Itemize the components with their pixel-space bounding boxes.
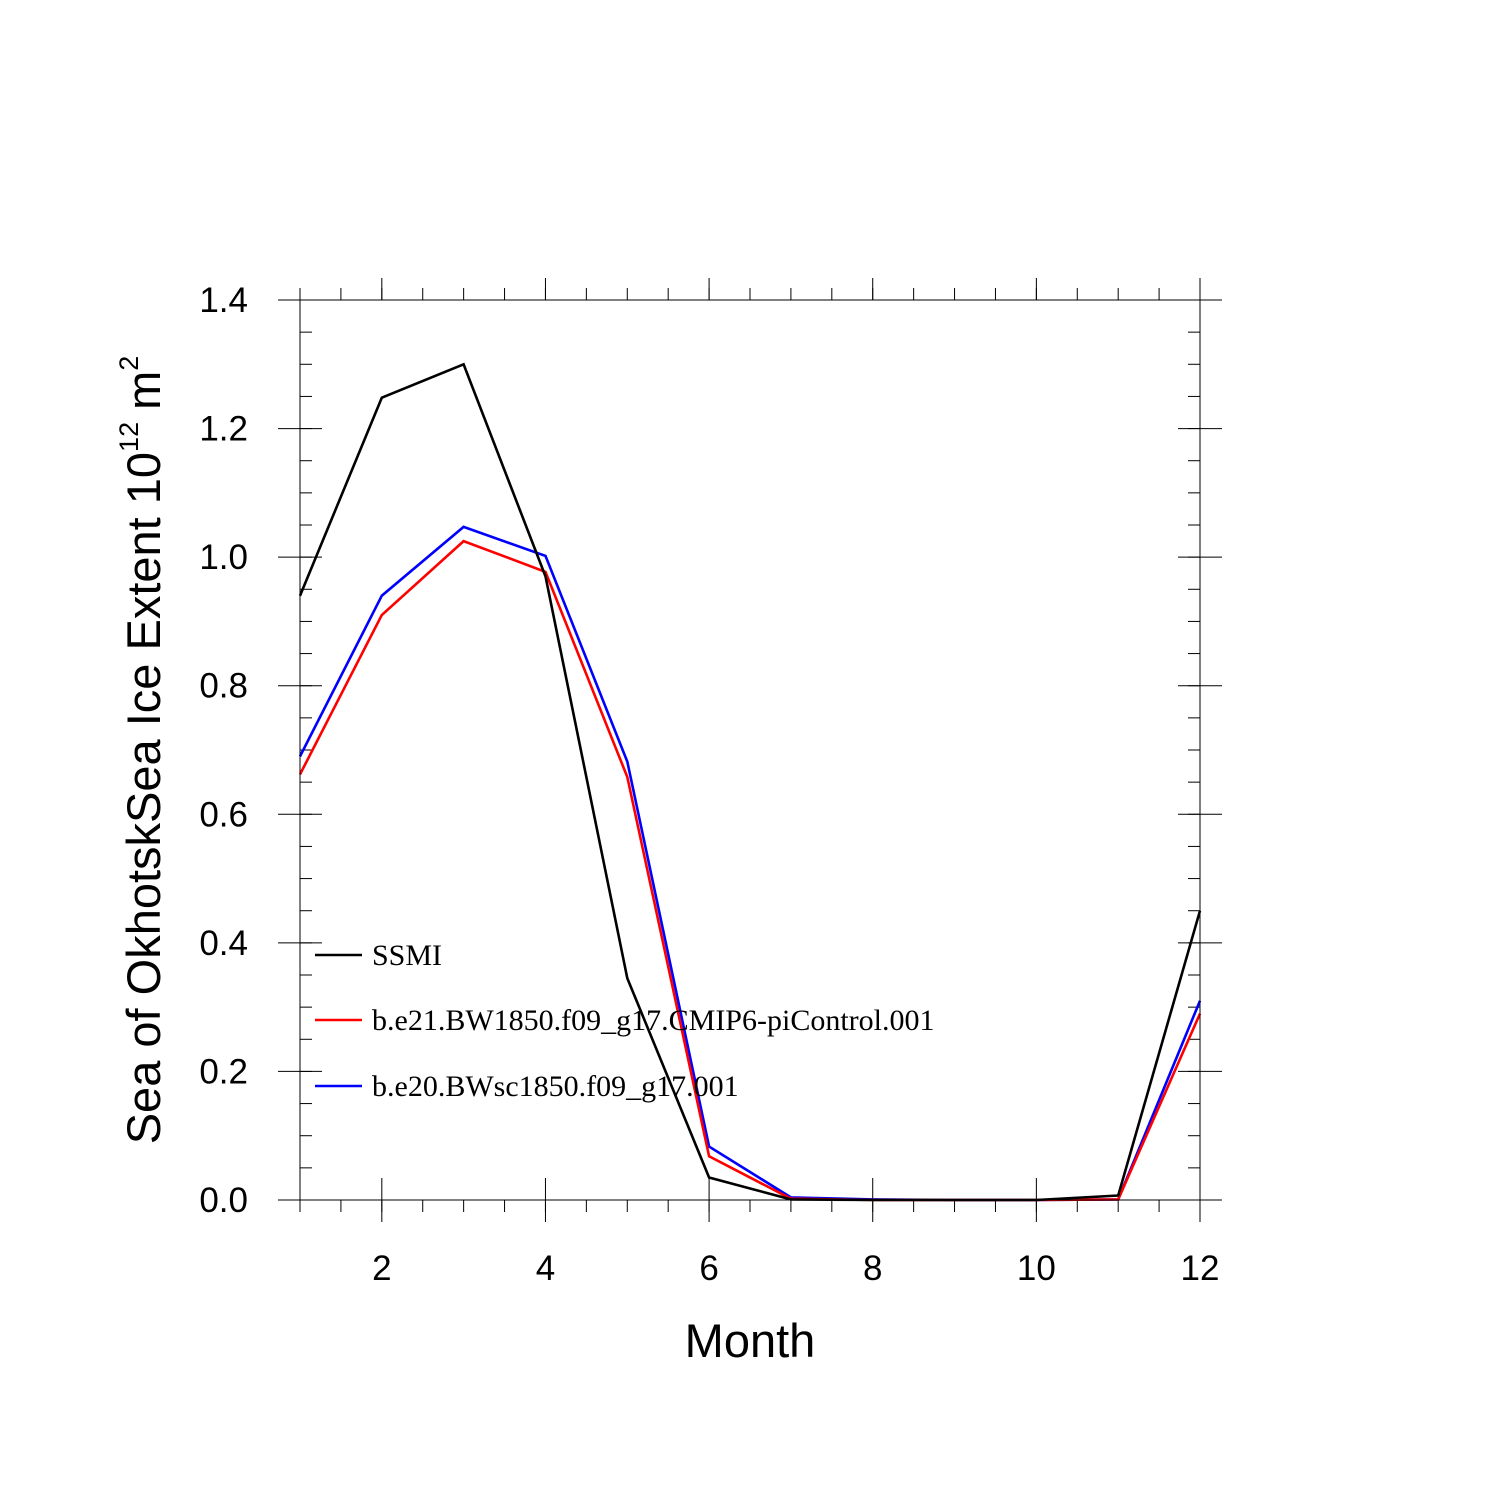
x-tick-label: 2 <box>372 1249 391 1288</box>
legend-label-0: SSMI <box>372 939 442 972</box>
y-axis-title-exponent: 12 <box>114 422 144 452</box>
y-axis-title: Sea of OkhotskSea Ice Extent 1012 m2 <box>114 356 170 1145</box>
legend: SSMI b.e21.BW1850.f09_g17.CMIP6-piControl… <box>315 939 935 1103</box>
x-tick-labels: 2 4 6 8 10 12 <box>372 1249 1219 1288</box>
x-tick-label: 12 <box>1181 1249 1220 1288</box>
legend-label-2: b.e20.BWsc1850.f09_g17.001 <box>372 1070 739 1103</box>
y-tick-label: 1.0 <box>199 538 248 577</box>
x-tick-label: 6 <box>699 1249 718 1288</box>
x-tick-label: 8 <box>863 1249 882 1288</box>
y-tick-label: 0.0 <box>199 1181 248 1220</box>
y-tick-label: 1.4 <box>199 281 248 320</box>
y-axis-title-unit: m <box>117 371 170 410</box>
plot-frame <box>299 299 1201 1201</box>
y-tick-label: 0.6 <box>199 795 248 834</box>
x-tick-label: 4 <box>536 1249 555 1288</box>
y-tick-label: 0.4 <box>199 924 248 963</box>
y-tick-label: 0.8 <box>199 667 248 706</box>
y-axis-title-main: Sea of OkhotskSea Ice Extent 10 <box>117 452 170 1144</box>
x-tick-label: 10 <box>1017 1249 1056 1288</box>
y-axis-title-unit-exponent: 2 <box>114 356 144 371</box>
y-tick-label: 0.2 <box>199 1052 248 1091</box>
x-axis-title: Month <box>685 1314 816 1367</box>
legend-label-1: b.e21.BW1850.f09_g17.CMIP6-piControl.001 <box>372 1004 935 1037</box>
y-tick-label: 1.2 <box>199 410 248 449</box>
y-tick-labels: 0.0 0.2 0.4 0.6 0.8 1.0 1.2 1.4 <box>199 281 248 1220</box>
series-line-0 <box>298 362 1202 1202</box>
